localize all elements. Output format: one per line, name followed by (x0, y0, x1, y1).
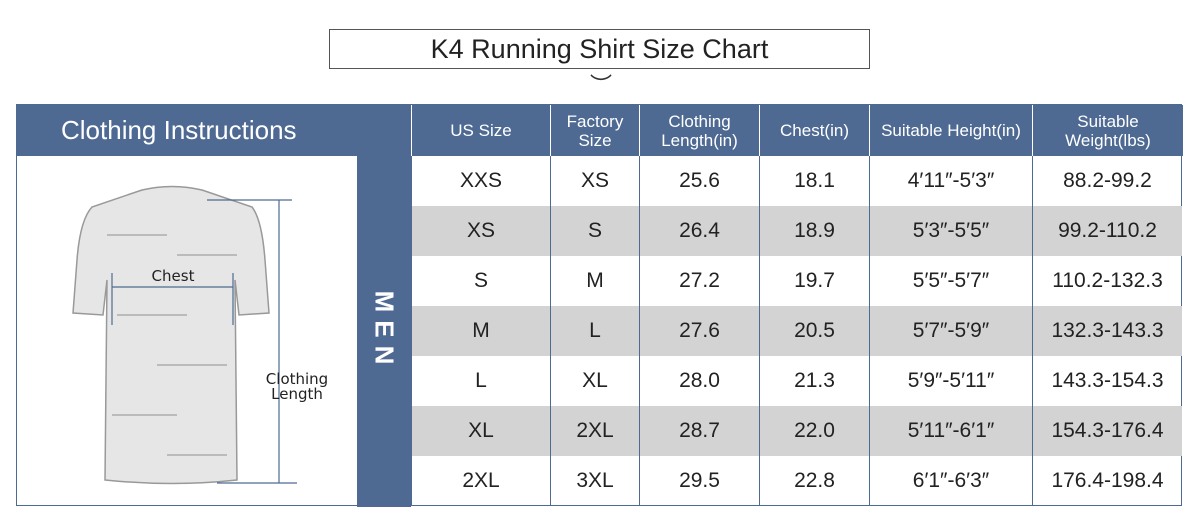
table-cell: XL (550, 356, 639, 406)
table-row: XL 2XL 28.7 22.0 5′11″-6′1″ 154.3-176.4 (411, 406, 1182, 456)
table-cell: 22.8 (759, 456, 869, 506)
table-cell: 2XL (550, 406, 639, 456)
table-cell: M (550, 256, 639, 306)
table-cell: 154.3-176.4 (1032, 406, 1182, 456)
table-cell: 28.7 (639, 406, 759, 456)
length-label-1: Clothing (266, 370, 328, 388)
chevron-down-icon: ︶ (590, 73, 613, 98)
table-cell: XL (411, 406, 550, 456)
men-label: MEN (369, 290, 400, 373)
table-cell: L (550, 306, 639, 356)
chart-title: K4 Running Shirt Size Chart (329, 29, 870, 69)
table-cell: XS (550, 156, 639, 206)
table-row: 2XL 3XL 29.5 22.8 6′1″-6′3″ 176.4-198.4 (411, 456, 1182, 506)
table-cell: 19.7 (759, 256, 869, 306)
table-cell: 27.2 (639, 256, 759, 306)
table-cell: 5′5″-5′7″ (869, 256, 1032, 306)
table-cell: M (411, 306, 550, 356)
table-row: S M 27.2 19.7 5′5″-5′7″ 110.2-132.3 (411, 256, 1182, 306)
table-cell: 6′1″-6′3″ (869, 456, 1032, 506)
table-cell: 18.1 (759, 156, 869, 206)
table-header: Clothing Instructions US Size Factory Si… (17, 105, 1183, 156)
table-cell: XS (411, 206, 550, 256)
table-cell: 132.3-143.3 (1032, 306, 1182, 356)
table-cell: S (411, 256, 550, 306)
table-cell: 20.5 (759, 306, 869, 356)
table-cell: 4′11″-5′3″ (869, 156, 1032, 206)
table-cell: L (411, 356, 550, 406)
col-chest: Chest(in) (759, 105, 869, 156)
table-cell: 5′9″-5′11″ (869, 356, 1032, 406)
table-row: L XL 28.0 21.3 5′9″-5′11″ 143.3-154.3 (411, 356, 1182, 406)
col-weight: Suitable Weight(lbs) (1032, 105, 1183, 156)
col-height: Suitable Height(in) (869, 105, 1032, 156)
table-cell: 29.5 (639, 456, 759, 506)
table-row: M L 27.6 20.5 5′7″-5′9″ 132.3-143.3 (411, 306, 1182, 356)
table-row: XS S 26.4 18.9 5′3″-5′5″ 99.2-110.2 (411, 206, 1182, 256)
table-cell: XXS (411, 156, 550, 206)
shirt-diagram: Chest Clothing Length (72, 185, 328, 485)
table-cell: 5′7″-5′9″ (869, 306, 1032, 356)
col-length: Clothing Length(in) (639, 105, 759, 156)
length-label-2: Length (271, 385, 323, 403)
group-label: MEN (357, 156, 411, 507)
left-header: Clothing Instructions (61, 115, 297, 145)
table-cell: 88.2-99.2 (1032, 156, 1182, 206)
table-cell: 143.3-154.3 (1032, 356, 1182, 406)
table-cell: 3XL (550, 456, 639, 506)
table-cell: 5′11″-6′1″ (869, 406, 1032, 456)
table-cell: 22.0 (759, 406, 869, 456)
table-cell: 27.6 (639, 306, 759, 356)
table-cell: 99.2-110.2 (1032, 206, 1182, 256)
table-cell: 21.3 (759, 356, 869, 406)
chest-label: Chest (152, 267, 195, 285)
table-cell: S (550, 206, 639, 256)
table-cell: 110.2-132.3 (1032, 256, 1182, 306)
table-cell: 2XL (411, 456, 550, 506)
table-row: XXS XS 25.6 18.1 4′11″-5′3″ 88.2-99.2 (411, 156, 1182, 206)
size-table: Clothing Instructions US Size Factory Si… (16, 104, 1183, 507)
table-cell: 25.6 (639, 156, 759, 206)
table-cell: 18.9 (759, 206, 869, 256)
table-cell: 28.0 (639, 356, 759, 406)
table-cell: 26.4 (639, 206, 759, 256)
col-factory-size: Factory Size (550, 105, 639, 156)
table-cell: 176.4-198.4 (1032, 456, 1182, 506)
col-us-size: US Size (411, 105, 550, 156)
shirt-icon (72, 185, 270, 485)
table-cell: 5′3″-5′5″ (869, 206, 1032, 256)
